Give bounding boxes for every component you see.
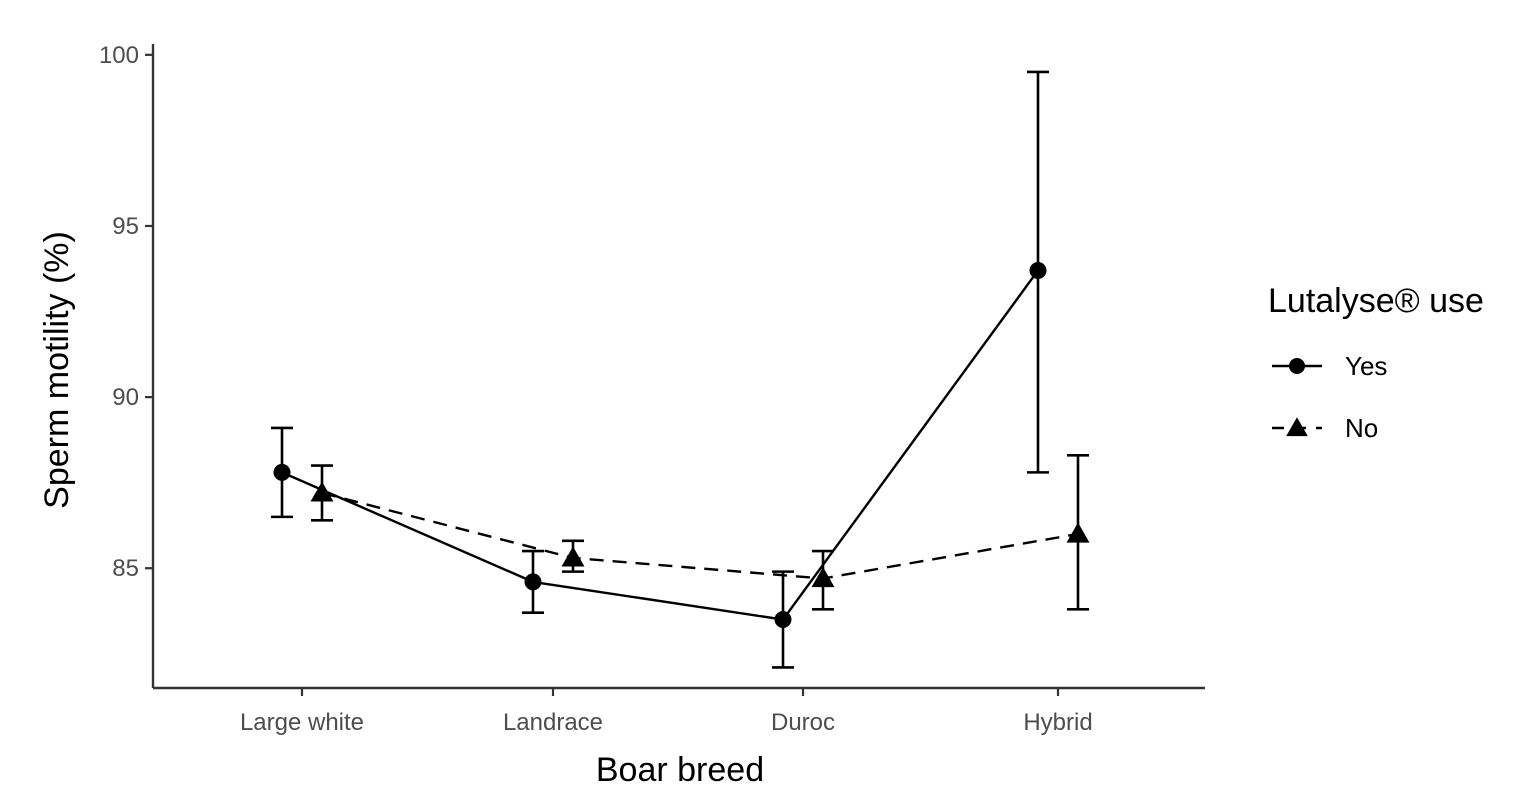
y-axis-title: Sperm motility (%)	[38, 231, 76, 509]
point-yes-0	[273, 463, 291, 481]
legend-title: Lutalyse® use	[1268, 282, 1484, 320]
x-tick-label-2: Duroc	[771, 709, 835, 736]
x-tick-label-0: Large white	[240, 709, 364, 736]
legend-label-yes: Yes	[1345, 351, 1387, 381]
y-tick-label-100: 100	[99, 42, 139, 69]
point-no-3	[1066, 522, 1090, 543]
legend-label-no: No	[1345, 413, 1378, 443]
point-no-1	[561, 546, 585, 567]
legend-key-marker-yes	[1289, 358, 1305, 374]
series-line-no	[321, 491, 1079, 580]
plot-area	[271, 70, 1090, 669]
y-tick-label-95: 95	[112, 213, 139, 240]
point-yes-3	[1029, 261, 1047, 279]
axes: 85 90 95 100 Large white Landrace Duroc Hybrid	[99, 42, 1205, 736]
x-tick-label-3: Hybrid	[1023, 709, 1092, 736]
point-no-2	[811, 567, 835, 588]
series-line-yes	[281, 269, 1039, 621]
point-yes-2	[774, 611, 792, 629]
y-tick-label-90: 90	[112, 384, 139, 411]
point-yes-1	[524, 573, 542, 591]
x-axis-title: Boar breed	[596, 751, 764, 789]
y-tick-label-85: 85	[112, 555, 139, 582]
legend-key-marker-no	[1286, 417, 1308, 437]
point-no-0	[310, 481, 334, 502]
legend: Lutalyse® use Yes No	[1268, 282, 1484, 443]
x-tick-label-1: Landrace	[503, 709, 603, 736]
